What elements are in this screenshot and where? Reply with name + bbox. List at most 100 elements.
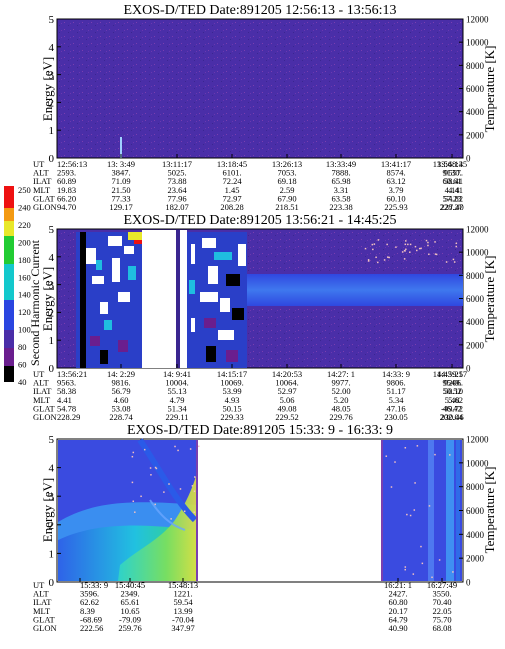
panel-1-row-label: GLON xyxy=(33,202,57,212)
panel-2-table-cell: 50.10 xyxy=(444,386,463,396)
panel-2-table-cell: 14: 2:29 xyxy=(107,369,135,379)
panel-3-left-data xyxy=(58,438,198,581)
panel-2-ytick-label: 5 xyxy=(49,224,55,236)
noise-dot xyxy=(394,461,396,463)
noise-dot xyxy=(388,256,390,259)
panel-3-table-cell: 65.61 xyxy=(120,597,139,607)
panel-1-table-cell: 77.96 xyxy=(167,193,186,203)
panel-1-ytick-right-label: 12000 xyxy=(466,15,489,25)
panel-1-ylabel-right: Temperature [K] xyxy=(482,46,497,133)
panel-2-ytick-label: 2 xyxy=(49,307,55,319)
panel-3-ytick-right-label: 2000 xyxy=(466,554,485,564)
panel-3-row-label: ALT xyxy=(33,589,50,599)
panel-3-table-cell: 70.40 xyxy=(432,597,451,607)
noise-dot xyxy=(134,511,136,513)
colorbar: 250 240 220 200 180 160 140 120 100 80 60 40 Second… xyxy=(4,185,42,387)
panel-3-ytick-right-label: 4000 xyxy=(466,530,485,540)
panel-2-table-cell: 10064. xyxy=(275,378,298,388)
noise-dot xyxy=(414,245,417,248)
panel-2-table-cell: 50.15 xyxy=(222,403,241,413)
colorbar-tick-label: 120 xyxy=(18,307,31,317)
panel-1-table-cell: 208.28 xyxy=(220,202,243,212)
panel-1-table-cell: 13:18:45 xyxy=(217,159,247,169)
panel-3-table-cell: 3596. xyxy=(80,589,99,599)
noise-dot xyxy=(179,488,182,490)
panel-2-table-cell: 5.48 xyxy=(445,395,460,405)
panel-1-table-cell: 23.64 xyxy=(167,185,187,195)
colorbar-purple xyxy=(4,348,14,366)
panel-1-table-cell: 65.98 xyxy=(331,176,350,186)
panel-2-table-cell: 46.42 xyxy=(442,403,461,413)
noise-dot xyxy=(405,240,407,242)
noise-dot xyxy=(377,239,380,241)
panel-3-dots xyxy=(131,445,454,579)
noise-dot xyxy=(373,243,376,245)
noise-dot xyxy=(403,258,406,260)
panel-3-table-cell: 3550. xyxy=(432,589,451,599)
panel-2-table-cell: 5.06 xyxy=(280,395,295,405)
noise-dot xyxy=(412,573,415,575)
panel-2-mixed-region xyxy=(197,232,247,368)
panel-2-table-cell: 52.00 xyxy=(331,386,350,396)
panel-2-ytick-label: 3 xyxy=(49,280,55,292)
panel-2-ytick-label: 0 xyxy=(49,363,55,375)
colorbar-label: Second Harmonic Current xyxy=(28,239,42,366)
panel-3-table-cell: 20.17 xyxy=(388,606,407,616)
noise-dot xyxy=(194,476,196,478)
noise-dot xyxy=(401,251,404,253)
panel-2-table-cell: 5.62 xyxy=(448,395,463,405)
panel-2-row-label: UT xyxy=(33,369,45,379)
noise-dot xyxy=(452,571,454,573)
noise-dot xyxy=(163,491,165,493)
panel-1-table-cell: 13:56:13 xyxy=(433,159,463,169)
noise-dot xyxy=(383,259,386,261)
panel-1-ytick-right-label: 6000 xyxy=(466,84,485,94)
panel-2-table-cell: 4.60 xyxy=(114,395,129,405)
noise-dot xyxy=(177,449,179,452)
panel-3-table-cell: 8.39 xyxy=(80,606,95,616)
panel-2-row-label: ILAT xyxy=(33,386,52,396)
panel-2-table-cell: 4.79 xyxy=(170,395,185,405)
colorbar-cyan xyxy=(4,264,14,300)
panel-2-table-cell: 9816. xyxy=(111,378,130,388)
panel-1-row-label: GLAT xyxy=(33,193,56,203)
panel-1-ytick-label: 3 xyxy=(49,70,55,82)
colorbar-indigo xyxy=(4,330,14,348)
panel-3-ytick-label: 0 xyxy=(49,577,55,589)
noise-dot xyxy=(425,239,428,242)
panel-2-table-cell: 14:45:25 xyxy=(433,369,463,379)
panel-2-ytick-right-label: 0 xyxy=(466,364,471,374)
noise-dot xyxy=(131,481,134,484)
noise-dot xyxy=(140,495,142,498)
panel-3-row-label: UT xyxy=(33,580,45,590)
panel-2-table-cell: 202.04 xyxy=(440,412,464,422)
panel-2-table-cell: 50.52 xyxy=(442,386,461,396)
noise-dot xyxy=(367,260,370,262)
panel-2-table-cell: 4.41 xyxy=(57,395,72,405)
panel-2-table-cell: 14:39:17 xyxy=(437,369,467,379)
panel-3-table-cell: 222.56 xyxy=(80,623,103,633)
noise-dot xyxy=(406,513,408,516)
panel-3-row-label: GLAT xyxy=(33,614,56,624)
panel-3-table-cell: 15:40:45 xyxy=(115,580,145,590)
panel-2-table-cell: 9563. xyxy=(57,378,76,388)
panel-3-ytick-label: 5 xyxy=(49,434,55,446)
panel-1-table-cell: 13:41:17 xyxy=(381,159,411,169)
panel-2-table-cell: 13:56:21 xyxy=(57,369,87,379)
noise-dot xyxy=(154,466,157,469)
panel-2-ytick-right-label: 12000 xyxy=(466,225,489,235)
panel-2-table-cell: 58.38 xyxy=(57,386,76,396)
panel-1-ytick-label: 4 xyxy=(49,42,55,54)
panel-2-title: EXOS-D/TED Date:891205 13:56:21 - 14:45:… xyxy=(124,213,397,228)
panel-1-table-cell: 223.38 xyxy=(329,202,352,212)
noise-dot xyxy=(154,503,156,506)
panel-1: EXOS-D/TED Date:891205 12:56:13 - 13:56:… xyxy=(33,3,497,212)
panel-2-table-cell: 229.11 xyxy=(165,412,188,422)
noise-dot xyxy=(385,455,388,457)
noise-dot xyxy=(168,483,170,485)
noise-dot xyxy=(193,511,196,514)
panel-1-table-cell: 60.61 xyxy=(442,176,461,186)
panel-2-table-cell: 9549. xyxy=(442,378,461,388)
panel-2-gap-region xyxy=(142,230,197,368)
noise-dot xyxy=(431,576,433,579)
